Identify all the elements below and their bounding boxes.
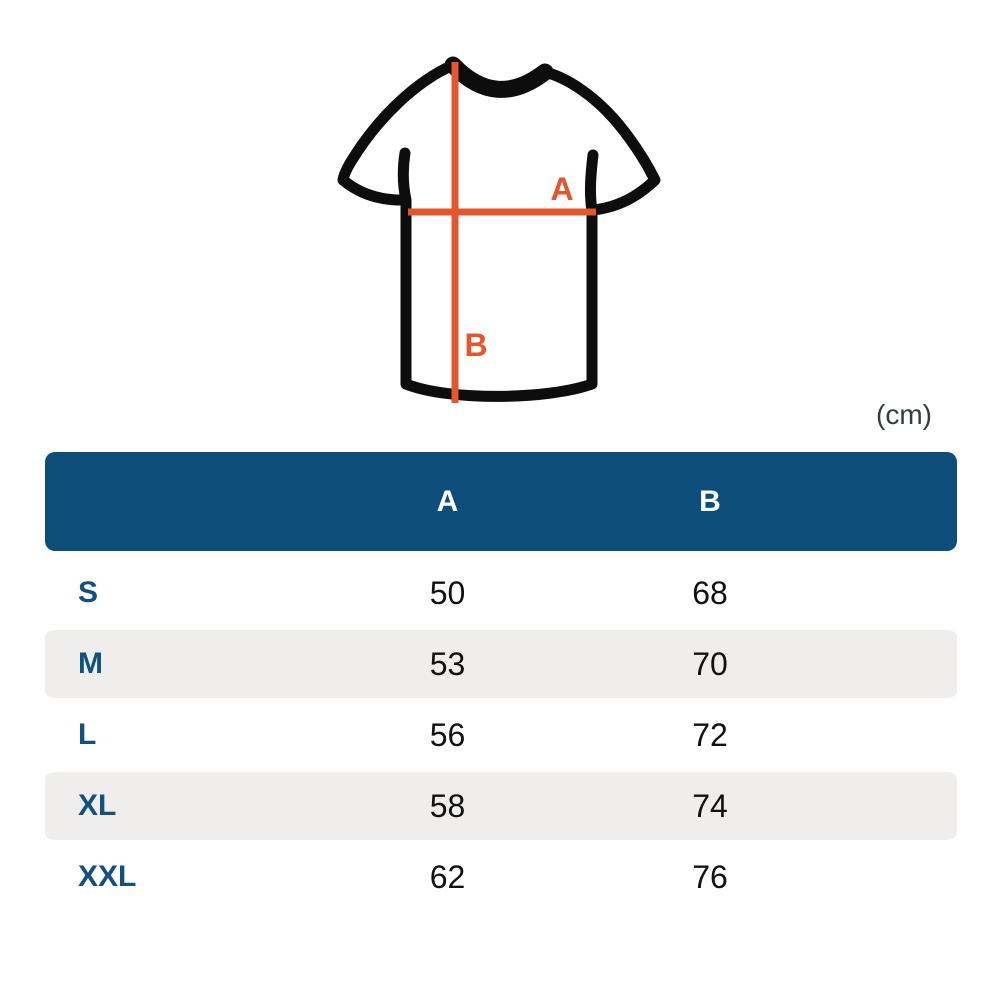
tshirt-left-sleeve	[337, 59, 459, 206]
header-col-a: A	[436, 484, 459, 518]
size-label: XL	[78, 789, 117, 822]
value-a: 58	[429, 787, 466, 824]
value-b: 76	[692, 858, 728, 895]
value-b: 74	[692, 787, 728, 824]
size-label: M	[78, 647, 103, 680]
value-b: 68	[692, 574, 728, 611]
size-table-body: S 50 68 M 53 70 L 56 72 XL 58 74 XXL 62 …	[45, 559, 957, 911]
table-row-s: S 50 68	[45, 559, 957, 627]
value-a: 50	[429, 574, 466, 611]
unit-note: (cm)	[876, 399, 932, 430]
value-a: 53	[429, 645, 466, 682]
table-row-l: L 56 72	[45, 701, 957, 769]
size-label: XXL	[78, 860, 137, 893]
table-row-xxl: XXL 62 76	[45, 843, 957, 911]
size-label: S	[78, 576, 99, 609]
value-b: 70	[692, 645, 728, 682]
table-row-m: M 53 70	[45, 627, 957, 701]
tshirt-right-sleeve	[539, 66, 661, 216]
width-label-a: A	[550, 171, 573, 207]
tshirt-body-outline	[397, 147, 599, 402]
header-col-b: B	[699, 484, 721, 518]
value-a: 56	[429, 716, 466, 753]
tshirt-collar	[444, 56, 554, 98]
size-label: L	[78, 718, 97, 751]
tshirt-diagram: A B	[337, 56, 661, 403]
length-label-b: B	[464, 327, 487, 363]
table-row-xl: XL 58 74	[45, 769, 957, 843]
value-b: 72	[692, 716, 728, 753]
size-table-header: A B	[45, 452, 957, 551]
value-a: 62	[429, 858, 466, 895]
